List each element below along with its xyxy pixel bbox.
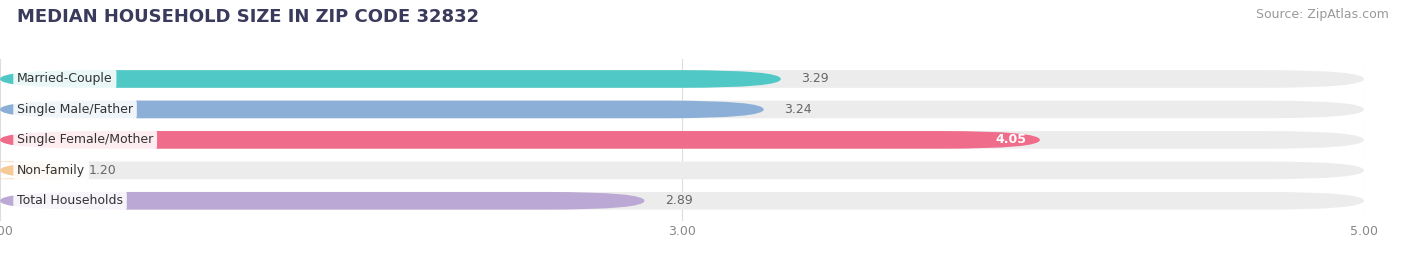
Text: Non-family: Non-family xyxy=(17,164,86,177)
FancyBboxPatch shape xyxy=(0,192,1364,210)
Text: 2.89: 2.89 xyxy=(665,194,693,207)
Text: MEDIAN HOUSEHOLD SIZE IN ZIP CODE 32832: MEDIAN HOUSEHOLD SIZE IN ZIP CODE 32832 xyxy=(17,8,479,26)
Text: 4.05: 4.05 xyxy=(995,133,1026,146)
FancyBboxPatch shape xyxy=(0,192,644,210)
FancyBboxPatch shape xyxy=(0,161,98,179)
FancyBboxPatch shape xyxy=(0,70,780,88)
Text: 3.29: 3.29 xyxy=(801,72,830,86)
Text: Total Households: Total Households xyxy=(17,194,124,207)
Text: 1.20: 1.20 xyxy=(89,164,117,177)
FancyBboxPatch shape xyxy=(0,161,1364,179)
FancyBboxPatch shape xyxy=(0,131,1364,149)
FancyBboxPatch shape xyxy=(0,101,763,118)
Text: Source: ZipAtlas.com: Source: ZipAtlas.com xyxy=(1256,8,1389,21)
FancyBboxPatch shape xyxy=(0,70,1364,88)
Text: Single Male/Father: Single Male/Father xyxy=(17,103,134,116)
Text: 3.24: 3.24 xyxy=(785,103,811,116)
FancyBboxPatch shape xyxy=(0,101,1364,118)
Text: Single Female/Mother: Single Female/Mother xyxy=(17,133,153,146)
FancyBboxPatch shape xyxy=(0,131,1040,149)
Text: Married-Couple: Married-Couple xyxy=(17,72,112,86)
